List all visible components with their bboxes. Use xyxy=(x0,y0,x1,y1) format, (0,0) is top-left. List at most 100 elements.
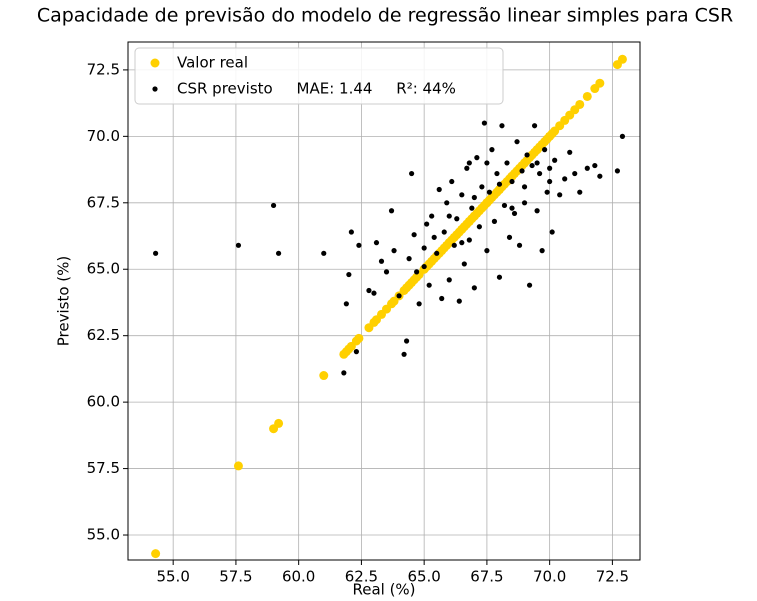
point xyxy=(464,165,470,171)
point xyxy=(376,309,386,319)
point xyxy=(421,245,427,251)
point xyxy=(343,301,349,307)
point xyxy=(501,202,508,209)
point xyxy=(414,269,420,275)
point xyxy=(511,210,518,217)
point xyxy=(534,160,540,166)
point xyxy=(444,200,450,206)
point xyxy=(436,186,442,193)
point xyxy=(562,176,568,182)
y-tick-label: 70.0 xyxy=(87,127,120,145)
x-tick-label: 57.5 xyxy=(219,568,252,586)
point xyxy=(471,285,477,291)
x-tick-label: 67.5 xyxy=(470,568,503,586)
legend-marker xyxy=(150,58,160,68)
point xyxy=(516,242,523,248)
point xyxy=(366,287,372,294)
point xyxy=(547,178,553,185)
y-tick-label: 55.0 xyxy=(87,526,120,544)
point xyxy=(526,282,533,288)
point xyxy=(617,54,627,64)
point xyxy=(524,152,530,158)
point xyxy=(441,229,447,235)
point xyxy=(619,133,626,139)
point xyxy=(520,158,530,168)
x-tick-label: 55.0 xyxy=(156,568,189,586)
y-tick-label: 67.5 xyxy=(87,193,120,211)
point xyxy=(481,120,487,126)
point xyxy=(356,242,362,248)
point xyxy=(457,224,467,234)
point xyxy=(449,178,455,185)
point xyxy=(426,282,432,288)
point xyxy=(509,178,515,185)
point xyxy=(499,123,505,129)
point xyxy=(575,99,585,109)
point xyxy=(572,170,578,177)
point xyxy=(354,333,364,343)
point xyxy=(383,269,390,275)
point xyxy=(507,171,517,181)
point xyxy=(406,256,412,262)
point xyxy=(274,418,284,428)
point xyxy=(321,250,327,256)
legend-box xyxy=(134,47,504,105)
point xyxy=(434,250,440,256)
point xyxy=(396,293,402,299)
point xyxy=(474,155,480,161)
point xyxy=(153,250,159,256)
chart-title: Capacidade de previsão do modelo de regr… xyxy=(37,5,733,27)
point xyxy=(552,157,558,163)
point xyxy=(411,232,417,238)
point xyxy=(275,250,282,256)
point xyxy=(549,229,555,235)
point xyxy=(544,189,550,195)
point xyxy=(439,295,445,302)
point xyxy=(521,200,528,206)
point xyxy=(444,238,454,248)
point xyxy=(484,160,490,166)
point xyxy=(547,165,553,171)
point xyxy=(456,298,462,304)
point xyxy=(388,208,395,214)
point xyxy=(582,91,592,101)
x-axis-label: Real (%) xyxy=(352,581,415,599)
point xyxy=(597,173,603,179)
point xyxy=(545,131,555,141)
point xyxy=(416,301,422,307)
point xyxy=(446,213,452,219)
point xyxy=(486,189,493,195)
y-tick-label: 65.0 xyxy=(87,260,120,278)
point xyxy=(521,184,528,190)
point xyxy=(532,145,542,155)
point xyxy=(514,139,520,145)
point xyxy=(519,168,525,174)
point xyxy=(506,234,513,240)
point xyxy=(584,165,590,171)
point xyxy=(489,147,495,153)
y-tick-label: 72.5 xyxy=(87,60,120,78)
point xyxy=(531,123,538,129)
x-tick-label: 70.0 xyxy=(533,568,566,586)
point xyxy=(412,272,422,282)
point xyxy=(484,248,490,254)
point xyxy=(373,240,380,246)
y-axis-label: Previsto (%) xyxy=(55,256,73,347)
x-tick-label: 72.5 xyxy=(596,568,629,586)
point xyxy=(466,237,472,243)
point xyxy=(429,213,435,219)
point xyxy=(353,349,359,355)
point xyxy=(451,242,457,248)
point xyxy=(421,263,427,270)
point xyxy=(496,274,503,280)
point xyxy=(557,192,563,198)
y-tick-label: 57.5 xyxy=(87,459,120,477)
point xyxy=(431,234,437,240)
point xyxy=(346,271,352,278)
point xyxy=(496,181,503,187)
point xyxy=(529,162,535,169)
point xyxy=(401,351,407,357)
x-tick-label: 60.0 xyxy=(282,568,315,586)
point xyxy=(542,147,548,153)
